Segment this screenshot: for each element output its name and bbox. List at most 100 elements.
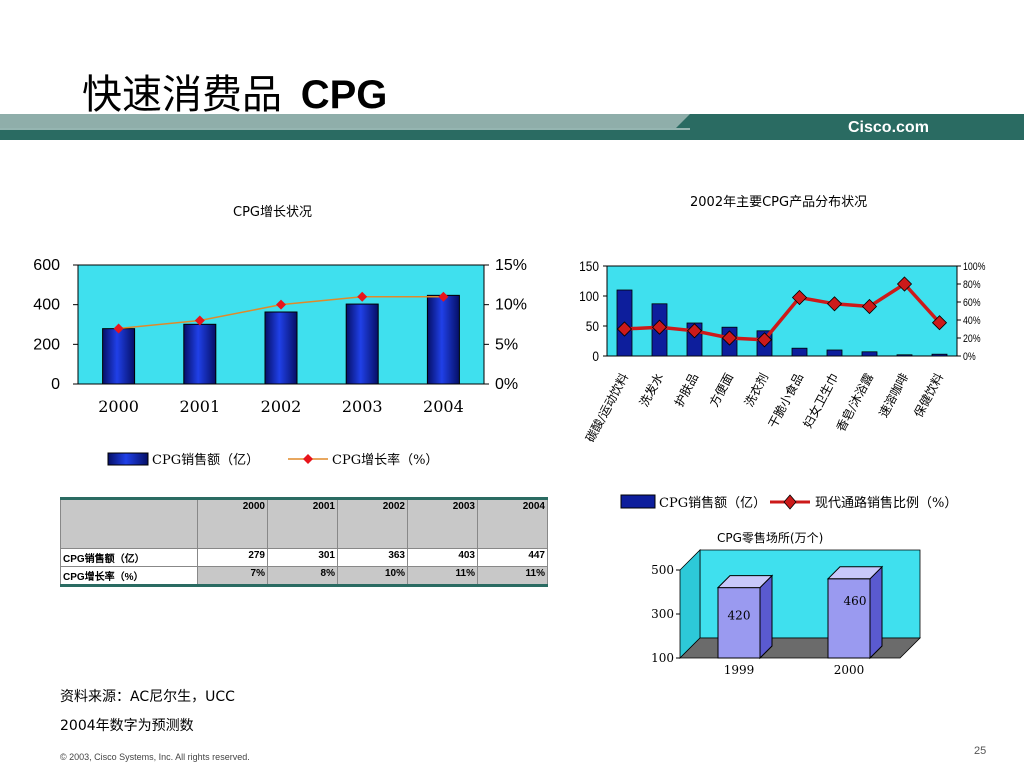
chart1-x-tick-label: 2001 — [179, 397, 220, 416]
header-bar — [0, 114, 1024, 140]
table-cell: 279 — [197, 548, 268, 567]
chart2-x-tick-label: 洗衣剂 — [741, 370, 771, 409]
chart2-y2-tick-label: 40% — [963, 315, 981, 327]
table-cell: 10% — [337, 566, 408, 587]
table-row-label: CPG增长率（%） — [60, 566, 198, 587]
table-row: CPG销售额（亿） 279 301 363 403 447 — [60, 548, 548, 567]
table-cell: 7% — [197, 566, 268, 587]
chart1-x-tick-label: 2003 — [342, 397, 383, 416]
chart1-bar — [426, 294, 460, 385]
chart1-bar — [264, 311, 298, 385]
table-row-label: CPG销售额（亿） — [60, 548, 198, 567]
table-header-cell: 2001 — [267, 497, 338, 549]
chart1-bar — [345, 303, 379, 385]
chart2-y-tick-label: 0 — [592, 348, 599, 364]
table-header-cell: 2002 — [337, 497, 408, 549]
chart1-y-tick-label: 400 — [33, 297, 60, 314]
table-cell: 11% — [407, 566, 478, 587]
chart2-bar — [861, 351, 878, 357]
table-row: CPG增长率（%） 7% 8% 10% 11% 11% — [60, 566, 548, 587]
chart1-y2-tick-label: 10% — [495, 297, 527, 314]
table-header-row: 2000 2001 2002 2003 2004 — [60, 497, 548, 549]
table-cell: 403 — [407, 548, 478, 567]
chart2-x-tick-label: 洗发水 — [636, 370, 666, 409]
chart2-y-tick-label: 100 — [579, 288, 599, 304]
chart2-x-tick-label: 妇女卫生巾 — [800, 370, 841, 430]
chart2-y2-tick-label: 100% — [963, 261, 986, 273]
source-note: 资料来源：AC尼尔生，UCC — [60, 689, 235, 705]
chart2-x-tick-label: 碳酸/运动饮料 — [582, 370, 631, 444]
chart2-x-tick-label: 干脆小食品 — [765, 370, 806, 430]
chart2-share-marker — [931, 315, 948, 331]
chart2-share-marker — [651, 319, 668, 335]
chart1-bar — [102, 328, 136, 385]
chart2-y2-tick-label: 20% — [963, 333, 981, 345]
chart1-growth-marker — [194, 315, 205, 326]
legend-bar-swatch — [620, 494, 656, 509]
chart2-share-marker — [756, 332, 773, 348]
chart2-share-marker — [791, 289, 808, 306]
table-cell: 363 — [337, 548, 408, 567]
chart3-x-tick-label: 1999 — [724, 663, 755, 677]
chart2-distribution: 150 100 50 0 100% 80% 60% 40% 20% 0% 碳酸/运动饮料 洗发水 护肤品… — [579, 258, 986, 444]
chart3-bar-side — [869, 565, 883, 660]
chart2-y2-tick-label: 0% — [963, 351, 976, 363]
chart3-data-label: 420 — [728, 609, 751, 623]
chart1-y2-tick-label: 5% — [495, 336, 518, 353]
chart1-x-tick-label: 2004 — [423, 397, 464, 416]
chart1-legend-bar-label: CPG销售额（亿） — [152, 452, 259, 468]
table-header-cell: 2004 — [477, 497, 548, 549]
chart2-y-tick-label: 150 — [579, 258, 599, 274]
table-cell: 447 — [477, 548, 548, 567]
chart2-x-tick-label: 方便面 — [706, 370, 736, 409]
chart1-legend-bar-swatch — [107, 452, 149, 466]
chart2-share-marker — [686, 323, 703, 339]
title-english: CPG — [300, 73, 388, 117]
chart3-bar-front — [717, 587, 761, 659]
chart1-growth-marker — [438, 291, 449, 302]
chart3-floor — [679, 637, 921, 659]
chart1-bar — [183, 323, 217, 385]
chart3-bar-top — [716, 575, 774, 589]
chart3-x-tick-label: 2000 — [834, 663, 865, 677]
copyright: © 2003, Cisco Systems, Inc. All rights r… — [60, 752, 250, 762]
chart2-bar — [826, 349, 843, 357]
chart2-bar — [896, 354, 913, 357]
chart3-title: CPG零售场所(万个) — [717, 531, 824, 545]
chart2-y2-tick-label: 60% — [963, 297, 981, 309]
chart3-bar-top — [826, 566, 884, 580]
chart1-y-tick-label: 200 — [33, 336, 60, 353]
chart2-title: 2002年主要CPG产品分布状况 — [690, 195, 868, 210]
chart2-x-tick-label: 护肤品 — [671, 370, 701, 409]
chart2-bar — [931, 353, 948, 357]
chart1-y-tick-label: 0 — [51, 376, 60, 393]
cisco-logo: Cisco.com — [848, 119, 929, 136]
legend-bar-label: CPG销售额（亿） — [659, 495, 766, 511]
chart3-y-tick-label: 500 — [651, 563, 674, 577]
chart1-y2-tick-label: 15% — [495, 257, 527, 274]
chart1-legend-marker — [303, 454, 313, 464]
chart2-share-marker — [721, 330, 738, 346]
chart2-share-line — [624, 281, 941, 342]
chart1-y2-tick-label: 0% — [495, 376, 518, 393]
chart2-legend: CPG销售额（亿） 现代通路销售比例（%） — [620, 494, 955, 511]
chart3-y-tick-label: 100 — [651, 651, 674, 665]
chart1-x-tick-label: 2000 — [98, 397, 139, 416]
chart3-data-label: 460 — [844, 594, 867, 608]
title-chinese: 快速消费品 — [82, 72, 282, 118]
table-cell: 11% — [477, 566, 548, 587]
data-table: 2000 2001 2002 2003 2004 CPG销售额（亿） 279 3… — [60, 497, 548, 587]
chart2-share-marker — [616, 321, 633, 337]
page-number: 25 — [974, 745, 987, 757]
chart1-title: CPG增长状况 — [233, 205, 312, 220]
chart2-y2-tick-label: 80% — [963, 279, 981, 291]
chart2-bar — [791, 347, 808, 357]
chart2-y-tick-label: 50 — [586, 318, 599, 334]
chart3-y-tick-label: 300 — [651, 607, 674, 621]
chart1-growth-marker — [357, 291, 368, 302]
legend-diamond-marker — [783, 494, 797, 510]
table-header-cell: 2000 — [197, 497, 268, 549]
chart1-growth-marker — [113, 323, 124, 334]
chart3-retail-outlets: 500 300 100 420 1999 460 2000 — [651, 549, 921, 677]
